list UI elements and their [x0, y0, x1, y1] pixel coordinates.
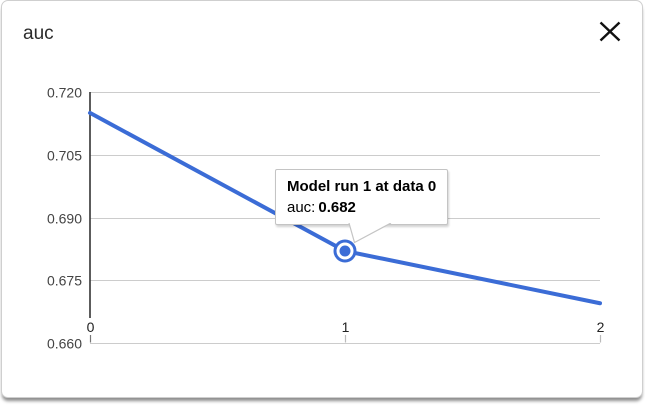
tooltip-value-line: auc: 0.682	[287, 197, 436, 218]
y-axis-tick-label: 0.660	[47, 336, 82, 352]
close-icon	[599, 21, 621, 42]
tooltip-metric-label: auc:	[287, 199, 316, 216]
close-button[interactable]	[597, 19, 623, 45]
modal-title: auc	[23, 23, 54, 44]
x-axis-tick-label: 2	[597, 319, 605, 335]
chart-tooltip: Model run 1 at data 0 auc: 0.682	[275, 169, 449, 225]
metric-chart-modal: auc 0.720 0.705 0.690 0.675 0.660 0 1 2 Model r…	[1, 0, 643, 398]
y-axis-tick-label: 0.690	[47, 211, 82, 227]
auc-line-chart[interactable]: 0.720 0.705 0.690 0.675 0.660 0 1 2	[2, 1, 644, 399]
selected-point-marker[interactable]	[325, 231, 365, 271]
tooltip-title: Model run 1 at data 0	[287, 178, 437, 195]
tooltip-pointer-icon	[348, 223, 392, 244]
x-axis-tick-label: 0	[87, 319, 95, 335]
y-axis-tick-label: 0.720	[47, 85, 82, 101]
y-axis-tick-label: 0.675	[47, 273, 82, 289]
x-axis-tick-label: 1	[342, 319, 350, 335]
y-axis-tick-label: 0.705	[47, 148, 82, 164]
tooltip-metric-value: 0.682	[318, 199, 356, 216]
